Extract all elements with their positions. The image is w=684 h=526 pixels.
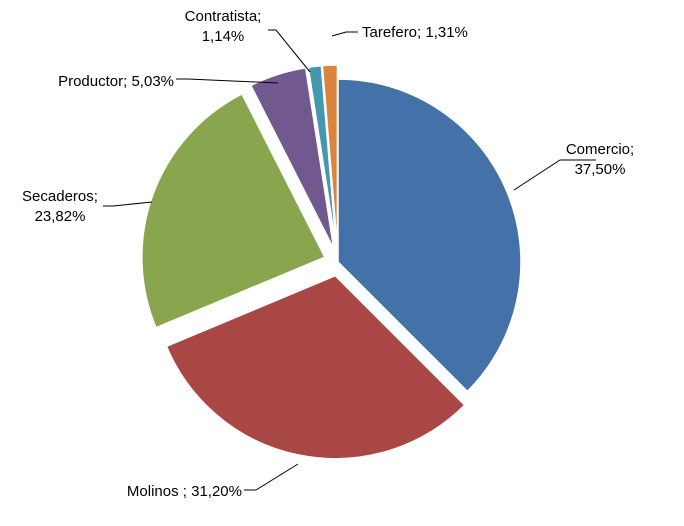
data-label-contratista: Contratista;	[185, 8, 262, 25]
data-label-comercio: Comercio;	[566, 141, 634, 158]
leader-line-secaderos	[103, 201, 153, 207]
leader-line-molinos	[244, 463, 299, 491]
data-label-secaderos: 23,82%	[35, 208, 86, 225]
pie-slice-secaderos	[141, 93, 326, 329]
data-label-contratista: 1,14%	[202, 28, 245, 45]
data-label-comercio: 37,50%	[575, 161, 626, 178]
pie-slice-molinos	[165, 274, 466, 460]
pie-slice-comercio	[337, 78, 522, 393]
leader-line-contratista	[268, 29, 311, 73]
leader-line-comercio	[513, 159, 596, 191]
leader-line-productor	[176, 78, 279, 84]
data-label-secaderos: Secaderos;	[22, 188, 98, 205]
leader-line-tarefero	[331, 31, 358, 37]
pie-slice-productor	[249, 66, 335, 250]
data-label-molinos: Molinos ; 31,20%	[127, 483, 242, 500]
pie-slice-contratista	[307, 64, 338, 249]
pie-slice-tarefero	[321, 64, 339, 249]
data-label-tarefero: Tarefero; 1,31%	[362, 24, 468, 41]
data-label-productor: Productor; 5,03%	[58, 73, 174, 90]
